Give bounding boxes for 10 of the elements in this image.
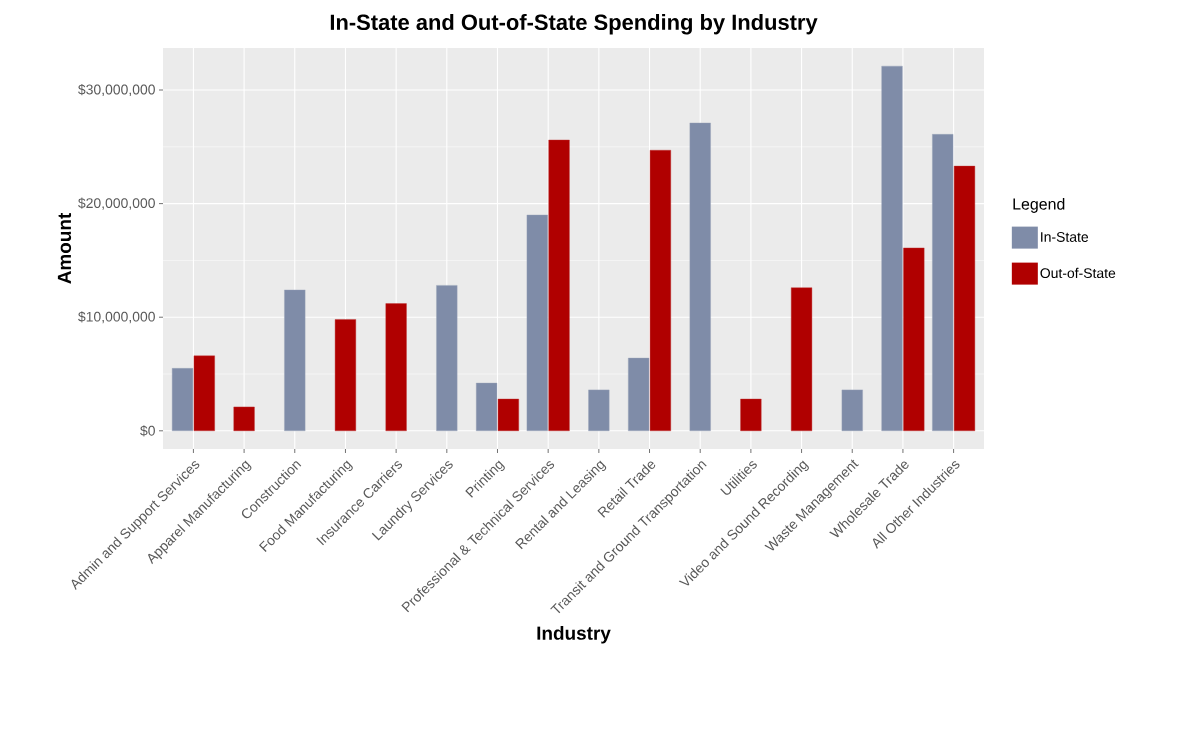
x-axis-title: Industry <box>537 625 611 644</box>
legend-label: In-State <box>1041 231 1089 242</box>
y-tick-label: $0 <box>140 425 155 437</box>
y-tick-label: $10,000,000 <box>78 311 155 324</box>
y-axis-title: Amount <box>57 212 72 284</box>
y-tick-label: $30,000,000 <box>78 83 155 97</box>
y-tick-label: $20,000,000 <box>78 197 155 210</box>
chart-title: In-State and Out-of-State Spending by Industry <box>330 13 818 35</box>
legend-label: Out-of-State <box>1040 267 1116 279</box>
legend-title: Legend <box>1013 198 1065 213</box>
